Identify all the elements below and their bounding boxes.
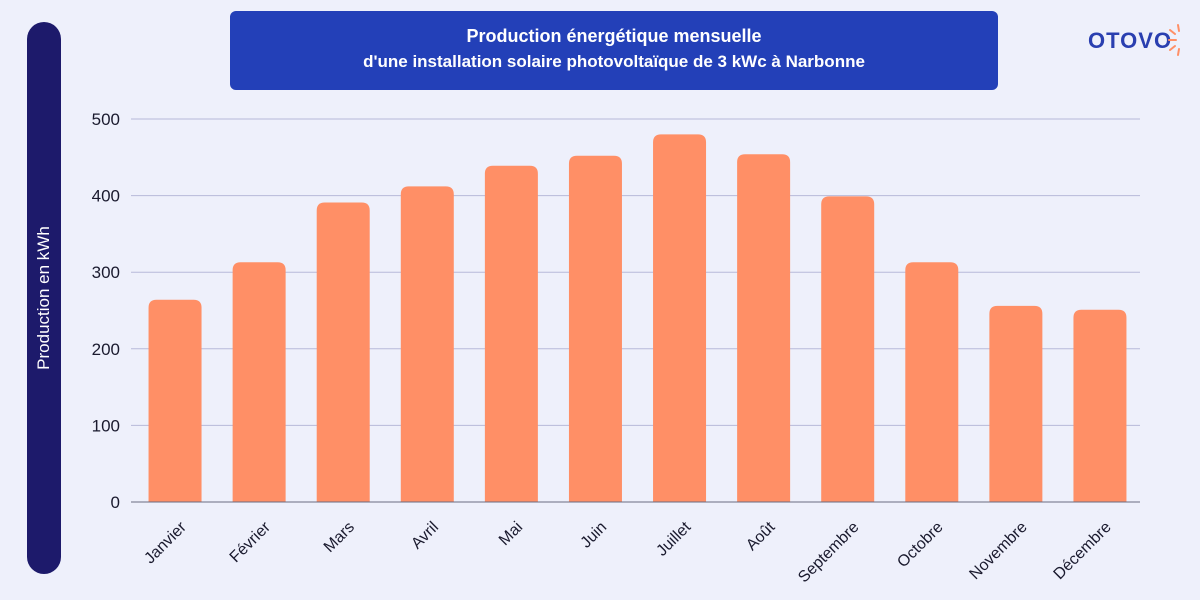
- bar: [905, 262, 959, 502]
- bar: [821, 196, 875, 502]
- x-tick-label: Septembre: [795, 519, 862, 586]
- bar: [568, 155, 622, 502]
- x-tick-label: Avril: [408, 519, 442, 553]
- bar: [484, 165, 538, 502]
- y-tick-label: 0: [111, 493, 120, 512]
- x-tick-label: Décembre: [1051, 519, 1115, 583]
- bar: [400, 186, 454, 502]
- x-tick-label: Février: [227, 518, 275, 566]
- bar: [737, 154, 791, 502]
- bar: [316, 202, 370, 502]
- sun-icon: [1168, 24, 1180, 56]
- chart-title: Production énergétique mensuelle: [466, 26, 762, 46]
- chart-title-box: Production énergétique mensuelle d'une i…: [230, 11, 998, 90]
- x-tick-label: Octobre: [894, 519, 946, 571]
- bar: [1073, 309, 1127, 502]
- x-tick-label: Novembre: [966, 519, 1030, 583]
- y-axis-label-panel: Production en kWh: [27, 22, 61, 574]
- bar: [148, 299, 202, 502]
- y-tick-label: 200: [92, 340, 120, 359]
- y-tick-label: 500: [92, 110, 120, 129]
- x-tick-label: Mai: [496, 519, 526, 549]
- y-tick-label: 100: [92, 416, 120, 435]
- x-tick-label: Août: [743, 518, 779, 554]
- x-tick-label: Janvier: [141, 518, 190, 567]
- x-tick-label: Juillet: [653, 518, 694, 559]
- y-tick-label: 300: [92, 263, 120, 282]
- chart-subtitle: d'une installation solaire photovoltaïqu…: [363, 52, 865, 71]
- otovo-logo: OTOVO: [1088, 28, 1173, 53]
- y-tick-label: 400: [92, 187, 120, 206]
- bar: [989, 305, 1043, 502]
- bar: [653, 134, 707, 502]
- x-tick-label: Juin: [578, 519, 611, 552]
- bar: [232, 262, 286, 502]
- x-tick-label: Mars: [321, 519, 358, 556]
